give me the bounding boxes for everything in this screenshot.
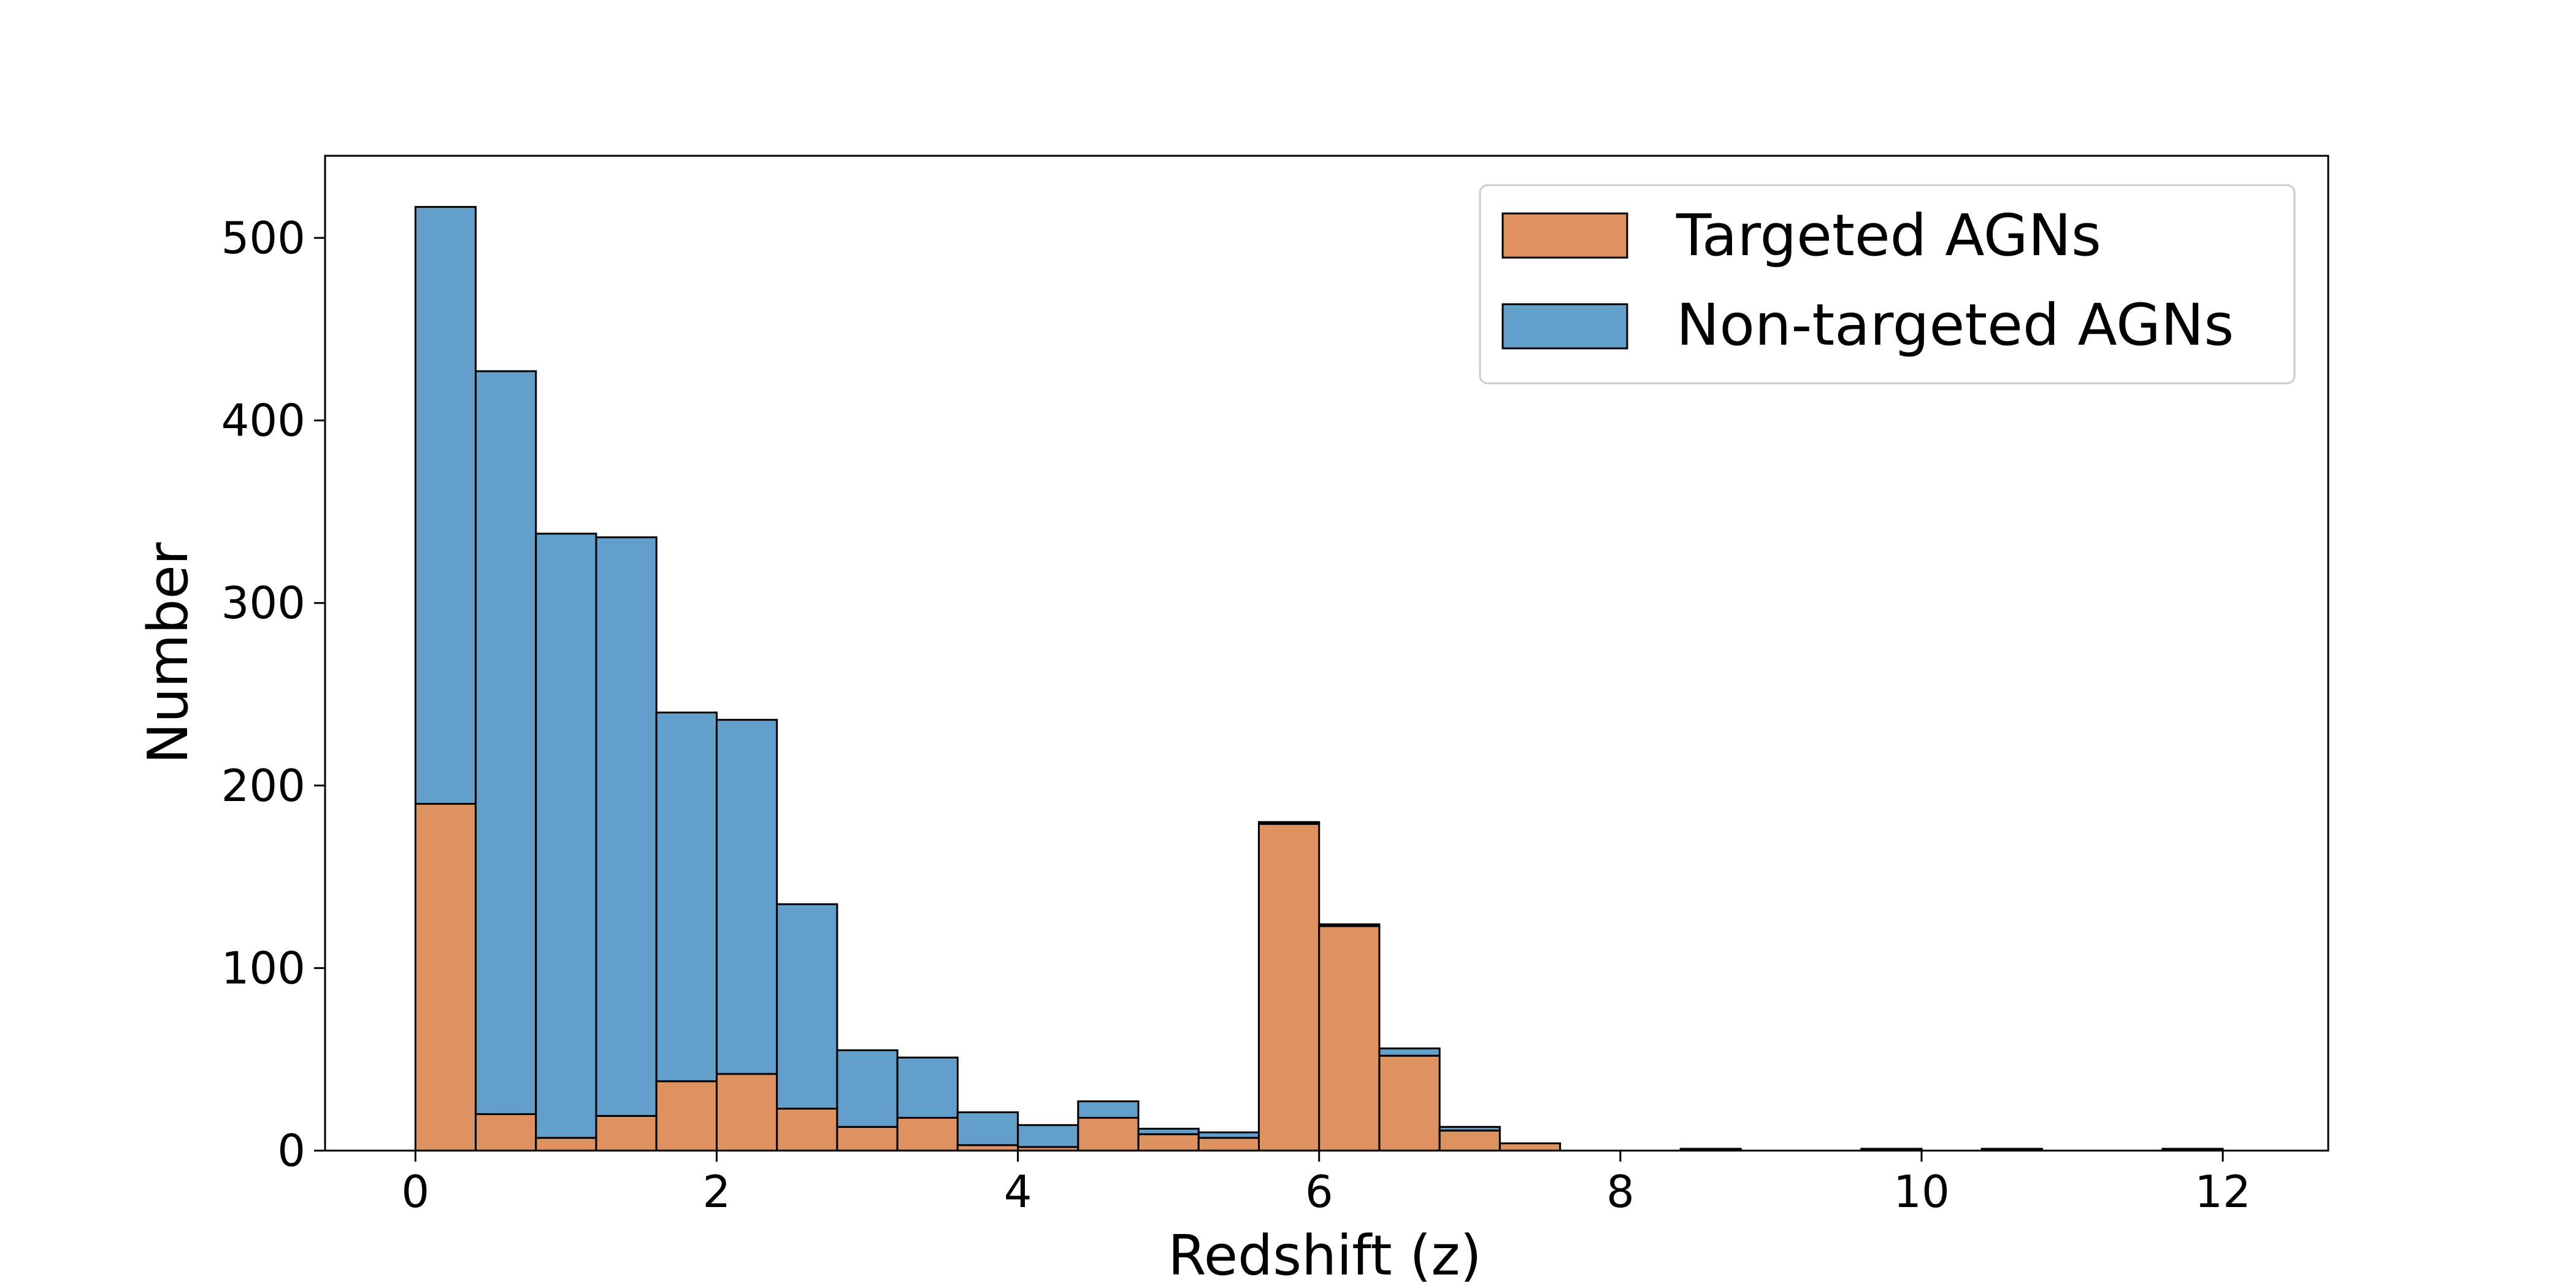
bar-non-targeted (715, 719, 778, 1075)
bar-targeted (1498, 1142, 1562, 1152)
legend: Targeted AGNs Non-targeted AGNs (1479, 184, 2296, 385)
bars-layer (414, 205, 2224, 1152)
bar-non-targeted (956, 1111, 1019, 1146)
y-tick-label: 0 (277, 1125, 305, 1176)
bar-targeted (475, 1113, 537, 1152)
x-tick-label: 6 (1305, 1166, 1333, 1217)
x-tick-label: 2 (703, 1166, 731, 1217)
bar-non-targeted (836, 1049, 899, 1128)
bar-targeted (1378, 1054, 1441, 1152)
bar-targeted (896, 1116, 959, 1152)
y-axis-label: Number (136, 542, 201, 764)
bar-non-targeted (1077, 1100, 1140, 1119)
bar-non-targeted (1257, 821, 1321, 825)
x-tick-label: 10 (1893, 1166, 1950, 1217)
bar-non-targeted (1378, 1047, 1441, 1057)
plot-frame (324, 155, 2329, 1152)
bar-non-targeted (475, 370, 537, 1115)
bar-targeted (1137, 1133, 1200, 1152)
bar-targeted (836, 1125, 899, 1152)
legend-swatch-non-targeted (1501, 303, 1628, 350)
bar-non-targeted (655, 711, 718, 1083)
y-tick-label: 300 (221, 577, 305, 629)
bar-targeted (414, 803, 477, 1152)
x-tick-label: 8 (1606, 1166, 1635, 1217)
x-tick-label: 12 (2195, 1166, 2251, 1217)
y-tick-label: 400 (221, 395, 305, 447)
bar-non-targeted (414, 205, 477, 805)
y-axis-ticks: 0 100 200 300 400 500 (221, 212, 325, 1176)
legend-box (1479, 184, 2296, 385)
x-tick-label: 0 (401, 1166, 429, 1217)
x-axis-ticks: 0 2 4 6 8 10 12 (401, 1151, 2251, 1217)
bar-targeted (655, 1080, 718, 1152)
y-tick-label: 500 (221, 212, 305, 264)
bar-non-targeted (776, 903, 838, 1110)
bar-non-targeted (1137, 1127, 1200, 1135)
bar-non-targeted (1017, 1124, 1079, 1148)
bar-non-targeted (595, 536, 657, 1117)
bar-targeted (595, 1114, 657, 1152)
bar-non-targeted (1438, 1125, 1501, 1132)
bar-targeted (1318, 925, 1381, 1152)
bar-targeted (1438, 1129, 1501, 1152)
bar-non-targeted (535, 532, 597, 1139)
y-tick-label: 100 (221, 942, 305, 994)
bar-non-targeted (1318, 923, 1381, 927)
bar-targeted (776, 1108, 838, 1152)
bar-targeted (1257, 822, 1321, 1152)
x-tick-label: 4 (1004, 1166, 1032, 1217)
x-axis-label: Redshift (z) (1168, 1224, 1481, 1288)
legend-label-targeted: Targeted AGNs (1676, 202, 2101, 269)
legend-swatch-targeted (1501, 212, 1628, 259)
bar-targeted (1077, 1116, 1140, 1152)
bar-non-targeted (896, 1056, 959, 1119)
legend-label-non-targeted: Non-targeted AGNs (1676, 292, 2234, 359)
bar-targeted (1197, 1137, 1260, 1152)
bar-non-targeted (1197, 1131, 1260, 1139)
bar-targeted (535, 1137, 597, 1152)
bar-targeted (715, 1073, 778, 1152)
y-tick-label: 200 (221, 760, 305, 811)
